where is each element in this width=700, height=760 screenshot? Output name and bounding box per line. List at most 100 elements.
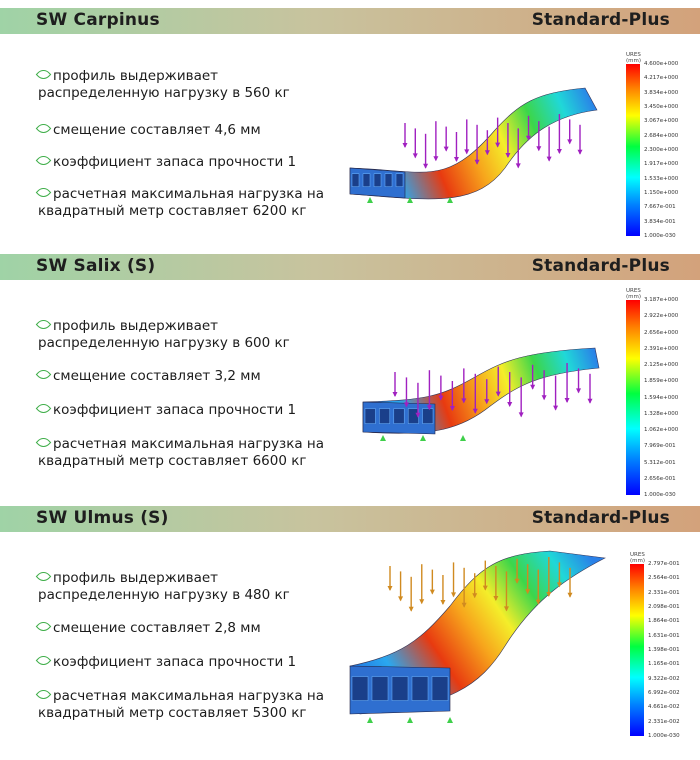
leaf-icon [35,618,52,635]
load-arrow [576,368,582,394]
spec-displacement: смещение составляет 4,6 мм [35,120,338,139]
load-arrow [514,558,520,584]
spec-safety-factor: коэффициент запаса прочности 1 [35,400,338,419]
product-section-salix: SW Salix (S) Standard-Plus профиль выдер… [0,254,700,498]
load-arrow [408,576,414,612]
legend-title: URES (mm) [630,552,646,564]
leaf-icon [35,316,52,333]
stress-simulation-model [362,347,600,441]
load-arrow [577,124,583,155]
load-arrow [474,124,480,165]
profile-chamber [362,173,371,187]
legend-tick-label: 2.300e+000 [644,146,679,153]
section-banner: SW Ulmus (S) Standard-Plus [0,506,700,532]
product-grade: Standard-Plus [531,256,670,276]
profile-chamber [379,408,391,424]
legend-tick-label: 3.834e+000 [644,89,679,96]
legend-tick-label: 2.797e-001 [648,561,680,567]
legend-tick-label: 2.656e-001 [644,475,676,482]
load-arrow [402,123,408,148]
spec-load: профиль выдерживает распределенную нагру… [35,568,338,604]
section-banner: SW Carpinus Standard-Plus [0,8,700,34]
load-arrow [426,370,432,411]
fixture-marker [407,197,413,203]
leaf-icon [35,686,52,703]
fixture-marker [447,197,453,203]
legend-tick-label: 1.631e-001 [648,632,680,639]
load-arrow [464,119,470,155]
load-arrow [567,567,573,598]
load-arrow [387,566,393,591]
legend-color-bar [626,300,640,495]
load-arrow [541,370,547,401]
load-arrow [518,377,524,418]
leaf-icon [35,184,52,201]
spec-load: профиль выдерживает распределенную нагру… [35,316,338,352]
load-arrow [495,366,501,397]
product-name: SW Carpinus [36,10,160,30]
spec-max-load: расчетная максимальная нагрузка на квадр… [35,686,338,722]
load-arrow [507,372,513,407]
load-arrow [564,363,570,403]
legend-tick-label: 1.000e-030 [644,232,676,239]
load-arrow [556,114,562,154]
spec-safety-factor: коэффициент запаса прочности 1 [35,652,338,671]
spec-max-load: расчетная максимальная нагрузка на квадр… [35,434,338,470]
spec-safety-factor: коэффициент запаса прочности 1 [35,152,338,171]
product-grade: Standard-Plus [531,10,670,30]
legend-tick-label: 4.661e-002 [648,704,680,711]
load-arrow [423,133,429,169]
fixture-marker [420,435,426,441]
fixture-marker [367,717,373,723]
product-name: SW Ulmus (S) [36,508,169,528]
load-arrow [546,126,552,162]
load-arrow [536,121,542,152]
legend-tick-label: 2.684e+000 [644,132,679,139]
leaf-icon [35,652,52,669]
load-arrow [505,123,511,158]
legend-tick-label: 9.322e-002 [648,675,680,682]
deformed-profile-surface [349,87,598,200]
profile-chamber [373,173,382,187]
load-arrow [403,377,409,408]
fixture-marker [407,717,413,723]
legend-tick-label: 1.000e-030 [648,732,680,739]
legend-tick-label: 2.391e+000 [644,345,679,352]
load-arrow [398,571,404,602]
legend-tick-label: 2.125e+000 [644,362,679,368]
load-arrow [553,375,559,411]
spec-load: профиль выдерживает распределенную нагру… [35,66,338,102]
stress-simulation-model [349,87,598,203]
load-arrow [453,132,459,162]
legend-tick-label: 3.450e+000 [644,103,679,110]
profile-chamber [411,676,429,701]
leaf-icon [35,434,52,451]
profile-chamber [371,676,389,701]
legend-tick-label: 6.992e-002 [648,689,680,696]
legend-tick-label: 2.098e-001 [648,603,680,610]
load-arrow [530,364,536,390]
load-arrow [419,564,425,605]
section-banner: SW Salix (S) Standard-Plus [0,254,700,280]
legend-tick-label: 3.067e+000 [644,118,679,125]
load-arrow [484,130,490,156]
product-name: SW Salix (S) [36,256,156,276]
legend-tick-label: 2.564e-001 [648,575,680,582]
load-arrow [556,562,562,588]
legend-tick-label: 2.656e+000 [644,329,679,336]
load-arrow [493,566,499,601]
load-arrow [449,381,455,411]
load-arrow [443,126,449,152]
leaf-icon [35,66,52,83]
legend-tick-label: 7.969e-001 [644,443,676,450]
load-arrow [495,117,501,148]
leaf-icon [35,152,52,169]
leaf-icon [35,568,52,585]
fixture-marker [447,717,453,723]
spec-displacement: смещение составляет 3,2 мм [35,366,338,385]
load-arrow [451,562,457,598]
legend-tick-label: 4.600e+000 [644,61,679,67]
leaf-icon [35,400,52,417]
profile-chamber [422,408,434,424]
fixture-marker [380,435,386,441]
